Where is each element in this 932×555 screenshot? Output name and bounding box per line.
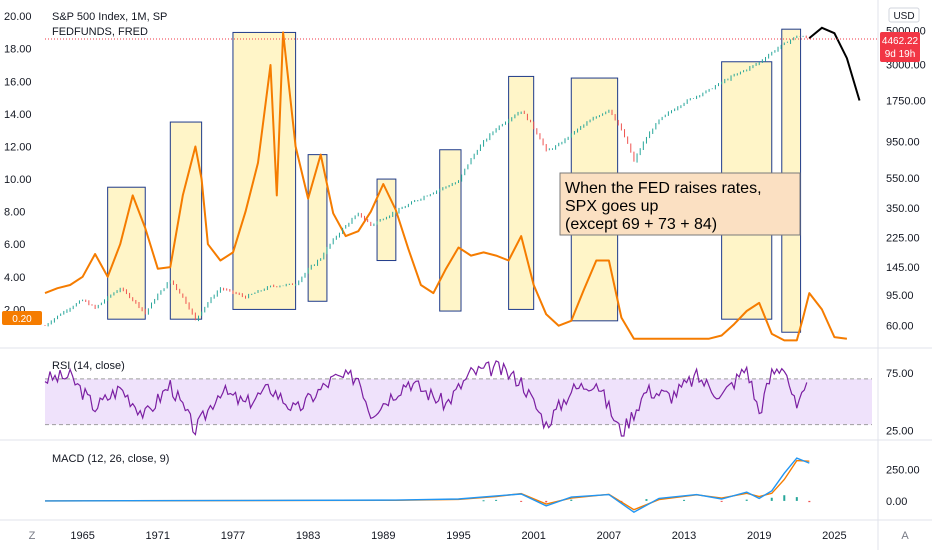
left-axis-tick: 16.00: [4, 76, 32, 88]
macd-hist-bar: [520, 500, 523, 502]
right-axis-tick: 60.00: [886, 321, 914, 333]
left-axis-tick: 8.00: [4, 207, 25, 219]
right-axis-tick: 3000.00: [886, 60, 926, 72]
highlight-box: [307, 154, 328, 302]
x-axis-tick: 2007: [597, 530, 621, 542]
annotation-line-1: When the FED raises rates,: [565, 180, 762, 197]
left-axis-tick: 4.00: [4, 272, 25, 284]
fed-badge[interactable]: 0.20: [2, 311, 42, 325]
annotation-line-2: SPX goes up: [565, 198, 659, 215]
macd-hist-bar: [808, 500, 811, 503]
x-axis-tick: 2013: [672, 530, 696, 542]
macd-series: 250.00 0.00: [44, 457, 920, 514]
right-axis-tick: 1750.00: [886, 96, 926, 108]
right-axis-tick: 95.00: [886, 290, 914, 302]
rsi-series: 75.00 25.00: [44, 360, 914, 437]
right-axis-tick: 350.00: [886, 203, 920, 215]
right-axis-ticks: 60.00 95.00 145.00 225.00 350.00 550.00 950.00…: [886, 25, 926, 332]
x-axis-tick: 2025: [822, 530, 846, 542]
x-axis-tick: 1977: [221, 530, 245, 542]
fedfunds-line: [44, 31, 848, 342]
log-scale-toggle[interactable]: Z: [29, 530, 36, 542]
rsi-line: [44, 360, 808, 437]
left-axis-ticks: 2.004.006.008.0010.0012.0014.0016.0018.0…: [4, 11, 32, 316]
macd-hist-bar: [783, 495, 786, 501]
right-axis-tick: 550.00: [886, 173, 920, 185]
price-badge-countdown: 9d 19h: [885, 49, 916, 60]
annotation-line-3: (except 69 + 73 + 84): [565, 216, 717, 233]
x-axis-tick: 1971: [146, 530, 170, 542]
x-axis-tick: 1983: [296, 530, 320, 542]
fedfunds-series: [44, 31, 848, 342]
price-badge[interactable]: 4462.22 9d 19h: [880, 32, 920, 62]
right-axis-tick: 950.00: [886, 136, 920, 148]
rsi-title: RSI (14, close): [52, 360, 125, 372]
x-axis-tick: 1989: [371, 530, 395, 542]
annotation-box: [559, 172, 801, 236]
highlight-box: [439, 149, 462, 312]
log-toggle-label: Z: [29, 530, 36, 542]
annotation-note[interactable]: When the FED raises rates, SPX goes up (…: [559, 172, 801, 236]
right-axis-panel[interactable]: [878, 0, 932, 550]
projection-series: [808, 26, 861, 101]
x-axis-tick: 1995: [446, 530, 470, 542]
left-axis-tick: 20.00: [4, 11, 32, 23]
macd-hist-bar: [795, 497, 798, 501]
price-badge-bg: [880, 32, 920, 62]
macd-hist-bar: [545, 500, 548, 503]
auto-toggle-label: A: [901, 530, 909, 542]
x-axis-tick: 2019: [747, 530, 771, 542]
macd-hist-bar: [645, 499, 648, 501]
currency-frame: [888, 7, 920, 23]
spx-series: [44, 35, 810, 327]
macd-hist-bar: [482, 500, 485, 502]
macd-line: [44, 457, 810, 514]
macd-axis-tick: 0.00: [886, 496, 907, 508]
left-axis-tick: 6.00: [4, 239, 25, 251]
x-axis-tick: 1965: [70, 530, 94, 542]
right-axis-tick: 225.00: [886, 232, 920, 244]
rsi-axis-tick: 75.00: [886, 368, 914, 380]
currency-selector[interactable]: USD: [888, 7, 920, 23]
macd-hist-bar: [570, 499, 573, 501]
x-axis-tick: 2001: [521, 530, 545, 542]
macd-axis-tick: 250.00: [886, 464, 920, 476]
macd-hist-bar: [720, 500, 723, 502]
left-axis-tick: 12.00: [4, 141, 32, 153]
fed-badge-bg: [2, 311, 42, 325]
highlight-box: [508, 75, 535, 310]
auto-scale-toggle[interactable]: A: [901, 530, 909, 542]
macd-hist-bar: [683, 499, 686, 501]
macd-title: MACD (12, 26, close, 9): [52, 453, 169, 465]
left-axis-tick: 10.00: [4, 174, 32, 186]
highlight-box: [232, 31, 297, 310]
rsi-axis-tick: 25.00: [886, 425, 914, 437]
macd-hist-bar: [745, 499, 748, 501]
chart-subtitle: FEDFUNDS, FRED: [52, 26, 148, 38]
chart-title: S&P 500 Index, 1M, SP: [52, 11, 167, 23]
x-axis-ticks: 1965 1971 1977 1983 1989 1995 2001 2007 2013 2019…: [70, 530, 846, 542]
fed-badge-value: 0.20: [12, 314, 32, 325]
right-axis-tick: 145.00: [886, 262, 920, 274]
highlight-box: [107, 186, 146, 320]
macd-hist-bar: [770, 497, 773, 501]
macd-hist-bar: [495, 499, 498, 501]
left-axis-tick: 18.00: [4, 44, 32, 56]
price-badge-value: 4462.22: [882, 36, 919, 47]
currency-label: USD: [893, 11, 914, 22]
left-axis-tick: 14.00: [4, 109, 32, 121]
projection-line: [808, 26, 861, 101]
macd-signal-line: [44, 459, 810, 511]
